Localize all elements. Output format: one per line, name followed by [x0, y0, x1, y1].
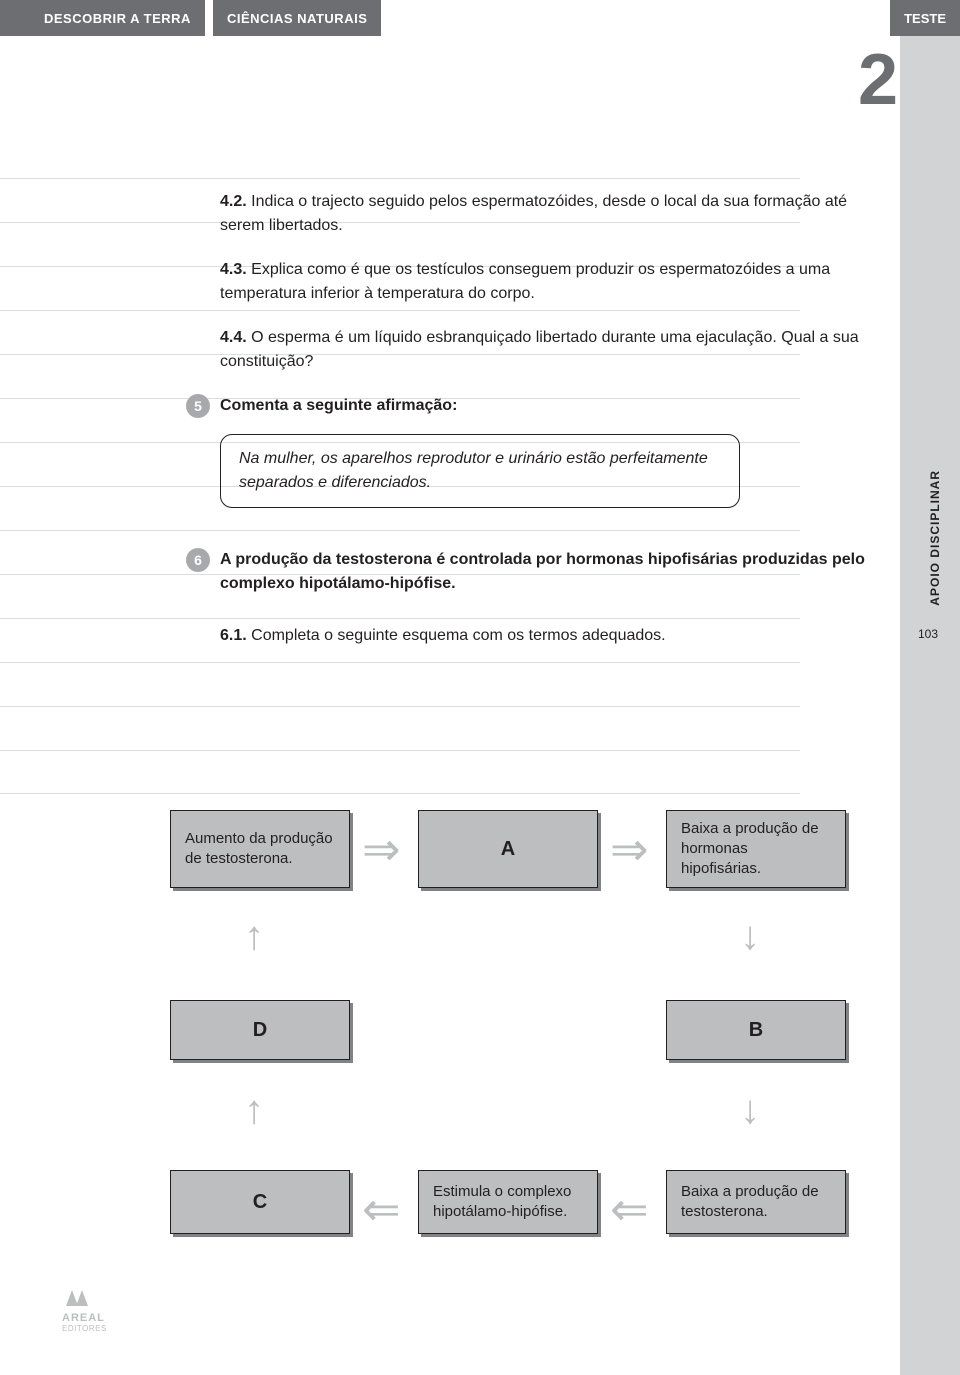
flow-node-botRight: Baixa a produção de testosterona. — [666, 1170, 846, 1234]
flow-arrow-3: ↓ — [740, 1090, 760, 1130]
page-big-number: 2 — [0, 44, 960, 116]
side-label: APOIO DISCIPLINAR — [928, 470, 942, 606]
content-area: 4.2. Indica o trajecto seguido pelos esp… — [220, 190, 892, 668]
flowchart: Aumento da produção de testosterona. A Bai… — [150, 810, 870, 1270]
flow-node-midRight: B — [666, 1000, 846, 1060]
flow-arrow-4: ↑ — [244, 916, 264, 956]
q5-callout: Na mulher, os aparelhos reprodutor e uri… — [220, 434, 740, 508]
logo-icon — [62, 1286, 90, 1308]
flow-arrow-6: ⇐ — [610, 1186, 649, 1232]
flow-node-topLeft: Aumento da produção de testosterona. — [170, 810, 350, 888]
flow-node-topRight: Baixa a produção de hormonas hipofisária… — [666, 810, 846, 888]
header-right: TESTE — [890, 0, 960, 36]
flow-arrow-0: ⇒ — [362, 826, 401, 872]
logo-text: AREAL — [62, 1312, 105, 1324]
question-6-1: 6.1. Completa o seguinte esquema com os … — [220, 624, 892, 648]
question-4-3: 4.3. Explica como é que os testículos co… — [220, 258, 892, 306]
flow-node-midLeft: D — [170, 1000, 350, 1060]
badge-5: 5 — [186, 394, 210, 418]
q42-text: Indica o trajecto seguido pelos espermat… — [220, 193, 847, 234]
q61-num: 6.1. — [220, 627, 247, 644]
flow-node-topMid: A — [418, 810, 598, 888]
q5-lead: Comenta a seguinte afirmação: — [220, 394, 892, 418]
flow-arrow-2: ↓ — [740, 916, 760, 956]
q43-num: 4.3. — [220, 261, 247, 278]
header-left-2: CIÊNCIAS NATURAIS — [213, 0, 381, 36]
question-6: 6 A produção da testosterona é controlad… — [220, 548, 892, 596]
header-bar: DESCOBRIR A TERRA CIÊNCIAS NATURAIS TEST… — [0, 0, 960, 36]
flow-arrow-7: ⇐ — [362, 1186, 401, 1232]
header-gap — [205, 0, 213, 36]
question-4-2: 4.2. Indica o trajecto seguido pelos esp… — [220, 190, 892, 238]
header-spacer — [0, 0, 30, 36]
publisher-logo: AREAL EDITORES — [62, 1286, 107, 1333]
flow-node-botLeft: C — [170, 1170, 350, 1234]
q42-num: 4.2. — [220, 193, 247, 210]
q6-lead: A produção da testosterona é controlada … — [220, 548, 892, 596]
question-4-4: 4.4. O esperma é um líquido esbranquiçad… — [220, 326, 892, 374]
flow-arrow-5: ↑ — [244, 1090, 264, 1130]
flow-arrow-1: ⇒ — [610, 826, 649, 872]
q61-text: Completa o seguinte esquema com os termo… — [251, 627, 665, 644]
q44-num: 4.4. — [220, 329, 247, 346]
q44-text: O esperma é um líquido esbranquiçado lib… — [220, 329, 859, 370]
logo-subtext: EDITORES — [62, 1324, 107, 1333]
side-pagenum: 103 — [918, 627, 938, 641]
q43-text: Explica como é que os testículos consegu… — [220, 261, 830, 302]
badge-6: 6 — [186, 548, 210, 572]
flow-node-botMid: Estimula o complexo hipotálamo-hipófise. — [418, 1170, 598, 1234]
question-5: 5 Comenta a seguinte afirmação: Na mulhe… — [220, 394, 892, 508]
header-left-1: DESCOBRIR A TERRA — [30, 0, 205, 36]
